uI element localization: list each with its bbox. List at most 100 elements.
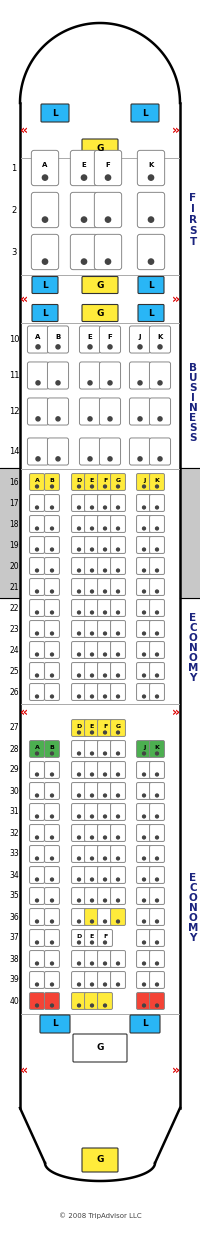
Circle shape xyxy=(143,485,145,488)
Circle shape xyxy=(91,527,93,530)
Circle shape xyxy=(143,983,145,985)
FancyBboxPatch shape xyxy=(45,683,59,701)
Text: B: B xyxy=(50,745,54,750)
Circle shape xyxy=(156,815,158,818)
FancyBboxPatch shape xyxy=(111,972,125,988)
FancyBboxPatch shape xyxy=(72,515,86,532)
Circle shape xyxy=(156,773,158,776)
Text: 2: 2 xyxy=(11,206,17,214)
FancyBboxPatch shape xyxy=(79,397,101,425)
Text: Y: Y xyxy=(189,673,197,683)
Circle shape xyxy=(117,732,119,734)
FancyBboxPatch shape xyxy=(70,234,98,270)
Circle shape xyxy=(36,457,40,461)
Circle shape xyxy=(104,836,106,839)
FancyBboxPatch shape xyxy=(45,930,59,946)
FancyBboxPatch shape xyxy=(70,150,98,186)
FancyBboxPatch shape xyxy=(85,972,99,988)
Text: 29: 29 xyxy=(9,765,19,775)
Circle shape xyxy=(156,652,158,656)
Circle shape xyxy=(104,751,106,755)
Circle shape xyxy=(104,548,106,551)
Circle shape xyxy=(78,899,80,903)
Circle shape xyxy=(117,899,119,903)
Text: 38: 38 xyxy=(9,954,19,963)
FancyBboxPatch shape xyxy=(30,803,44,821)
Text: N: N xyxy=(189,404,197,413)
FancyBboxPatch shape xyxy=(150,825,164,842)
Text: S: S xyxy=(189,433,197,443)
Circle shape xyxy=(143,941,145,943)
Circle shape xyxy=(78,633,80,635)
Circle shape xyxy=(91,548,93,551)
FancyBboxPatch shape xyxy=(99,361,121,389)
FancyBboxPatch shape xyxy=(137,825,151,842)
Text: F: F xyxy=(103,478,107,483)
Text: 21: 21 xyxy=(9,583,19,592)
FancyBboxPatch shape xyxy=(150,683,164,701)
FancyBboxPatch shape xyxy=(30,930,44,946)
Circle shape xyxy=(156,962,158,964)
FancyBboxPatch shape xyxy=(30,867,44,884)
FancyBboxPatch shape xyxy=(98,846,112,863)
Circle shape xyxy=(104,633,106,635)
Circle shape xyxy=(138,345,142,349)
FancyBboxPatch shape xyxy=(94,150,122,186)
Circle shape xyxy=(156,1004,158,1006)
Circle shape xyxy=(36,836,38,839)
Circle shape xyxy=(51,941,53,943)
Text: 35: 35 xyxy=(9,891,19,900)
Circle shape xyxy=(143,548,145,551)
FancyBboxPatch shape xyxy=(72,846,86,863)
Circle shape xyxy=(36,878,38,881)
Circle shape xyxy=(104,878,106,881)
Circle shape xyxy=(91,591,93,593)
Circle shape xyxy=(143,612,145,614)
Circle shape xyxy=(36,381,40,385)
Text: 16: 16 xyxy=(9,478,19,487)
FancyBboxPatch shape xyxy=(85,888,99,905)
FancyBboxPatch shape xyxy=(129,397,151,425)
FancyBboxPatch shape xyxy=(45,825,59,842)
FancyBboxPatch shape xyxy=(30,578,44,595)
FancyBboxPatch shape xyxy=(72,494,86,511)
Text: 30: 30 xyxy=(9,786,19,796)
FancyBboxPatch shape xyxy=(47,326,69,353)
Text: G: G xyxy=(96,308,104,317)
FancyBboxPatch shape xyxy=(129,326,151,353)
Circle shape xyxy=(56,457,60,461)
Text: I: I xyxy=(191,392,195,404)
Circle shape xyxy=(117,794,119,797)
Text: L: L xyxy=(52,109,58,118)
FancyBboxPatch shape xyxy=(72,719,86,737)
FancyBboxPatch shape xyxy=(98,803,112,821)
FancyBboxPatch shape xyxy=(72,993,86,1009)
FancyBboxPatch shape xyxy=(137,972,151,988)
FancyBboxPatch shape xyxy=(111,557,125,574)
FancyBboxPatch shape xyxy=(150,641,164,659)
FancyBboxPatch shape xyxy=(85,641,99,659)
FancyBboxPatch shape xyxy=(137,803,151,821)
Circle shape xyxy=(104,612,106,614)
FancyBboxPatch shape xyxy=(137,782,151,800)
Circle shape xyxy=(78,751,80,755)
FancyBboxPatch shape xyxy=(30,972,44,988)
FancyBboxPatch shape xyxy=(32,276,58,293)
Circle shape xyxy=(91,941,93,943)
Circle shape xyxy=(156,548,158,551)
Text: G: G xyxy=(96,1044,104,1052)
Text: E: E xyxy=(88,334,92,340)
Text: J: J xyxy=(143,478,145,483)
Circle shape xyxy=(117,633,119,635)
Text: «: « xyxy=(20,706,28,718)
Text: S: S xyxy=(189,227,197,236)
Circle shape xyxy=(51,527,53,530)
FancyBboxPatch shape xyxy=(150,761,164,779)
FancyBboxPatch shape xyxy=(150,909,164,926)
Circle shape xyxy=(78,773,80,776)
Text: L: L xyxy=(42,308,48,317)
Circle shape xyxy=(143,695,145,698)
Circle shape xyxy=(78,815,80,818)
Circle shape xyxy=(42,175,48,181)
Circle shape xyxy=(143,857,145,860)
